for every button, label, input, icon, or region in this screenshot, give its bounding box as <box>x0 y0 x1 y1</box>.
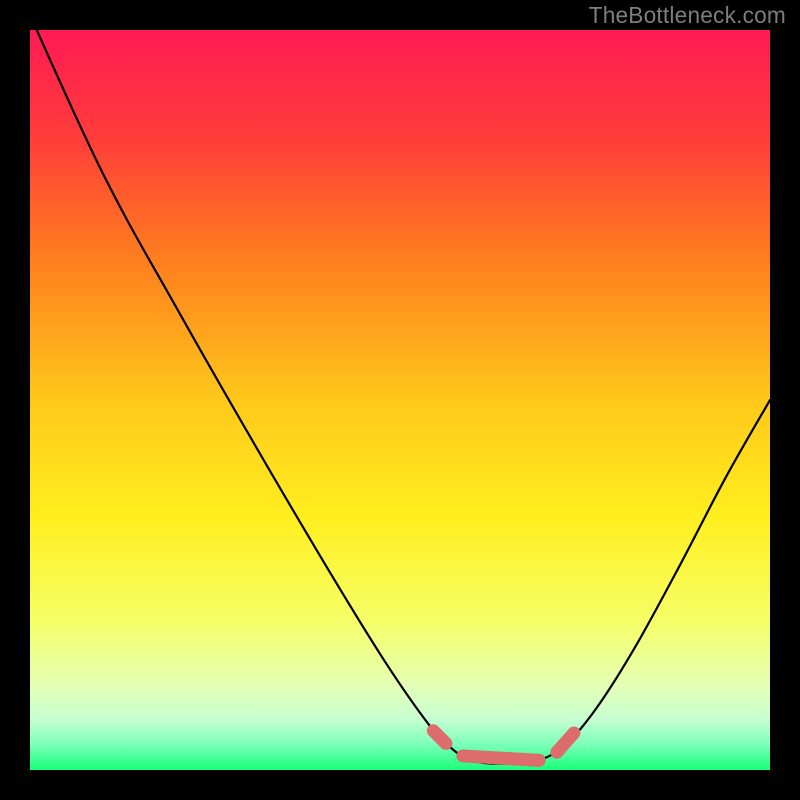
highlight-segment <box>463 756 539 760</box>
watermark-text: TheBottleneck.com <box>589 2 786 29</box>
highlight-segment <box>433 731 446 744</box>
chart-canvas: TheBottleneck.com <box>0 0 800 800</box>
bottleneck-curve-chart <box>0 0 800 800</box>
plot-background <box>30 30 770 770</box>
